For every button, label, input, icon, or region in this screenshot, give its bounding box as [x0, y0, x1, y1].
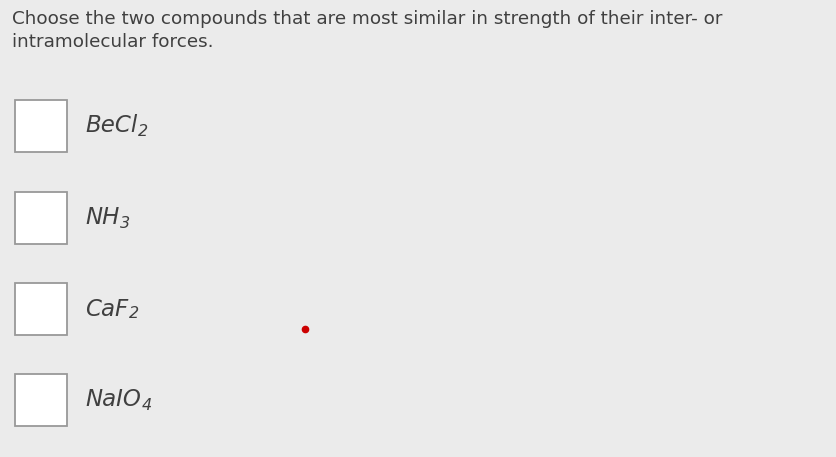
Text: NH: NH: [85, 207, 120, 229]
Text: CaF: CaF: [85, 298, 128, 320]
Text: intramolecular forces.: intramolecular forces.: [12, 33, 213, 51]
Text: 2: 2: [129, 307, 139, 322]
Bar: [15, 192, 67, 244]
Bar: [15, 283, 67, 335]
Text: 2: 2: [138, 123, 148, 138]
Bar: [15, 374, 67, 426]
Text: 4: 4: [142, 398, 152, 413]
Bar: [15, 100, 67, 152]
Text: BeCl: BeCl: [85, 115, 137, 138]
Text: Choose the two compounds that are most similar in strength of their inter- or: Choose the two compounds that are most s…: [12, 10, 721, 28]
Text: NaIO: NaIO: [85, 388, 140, 411]
Text: 3: 3: [120, 216, 130, 230]
